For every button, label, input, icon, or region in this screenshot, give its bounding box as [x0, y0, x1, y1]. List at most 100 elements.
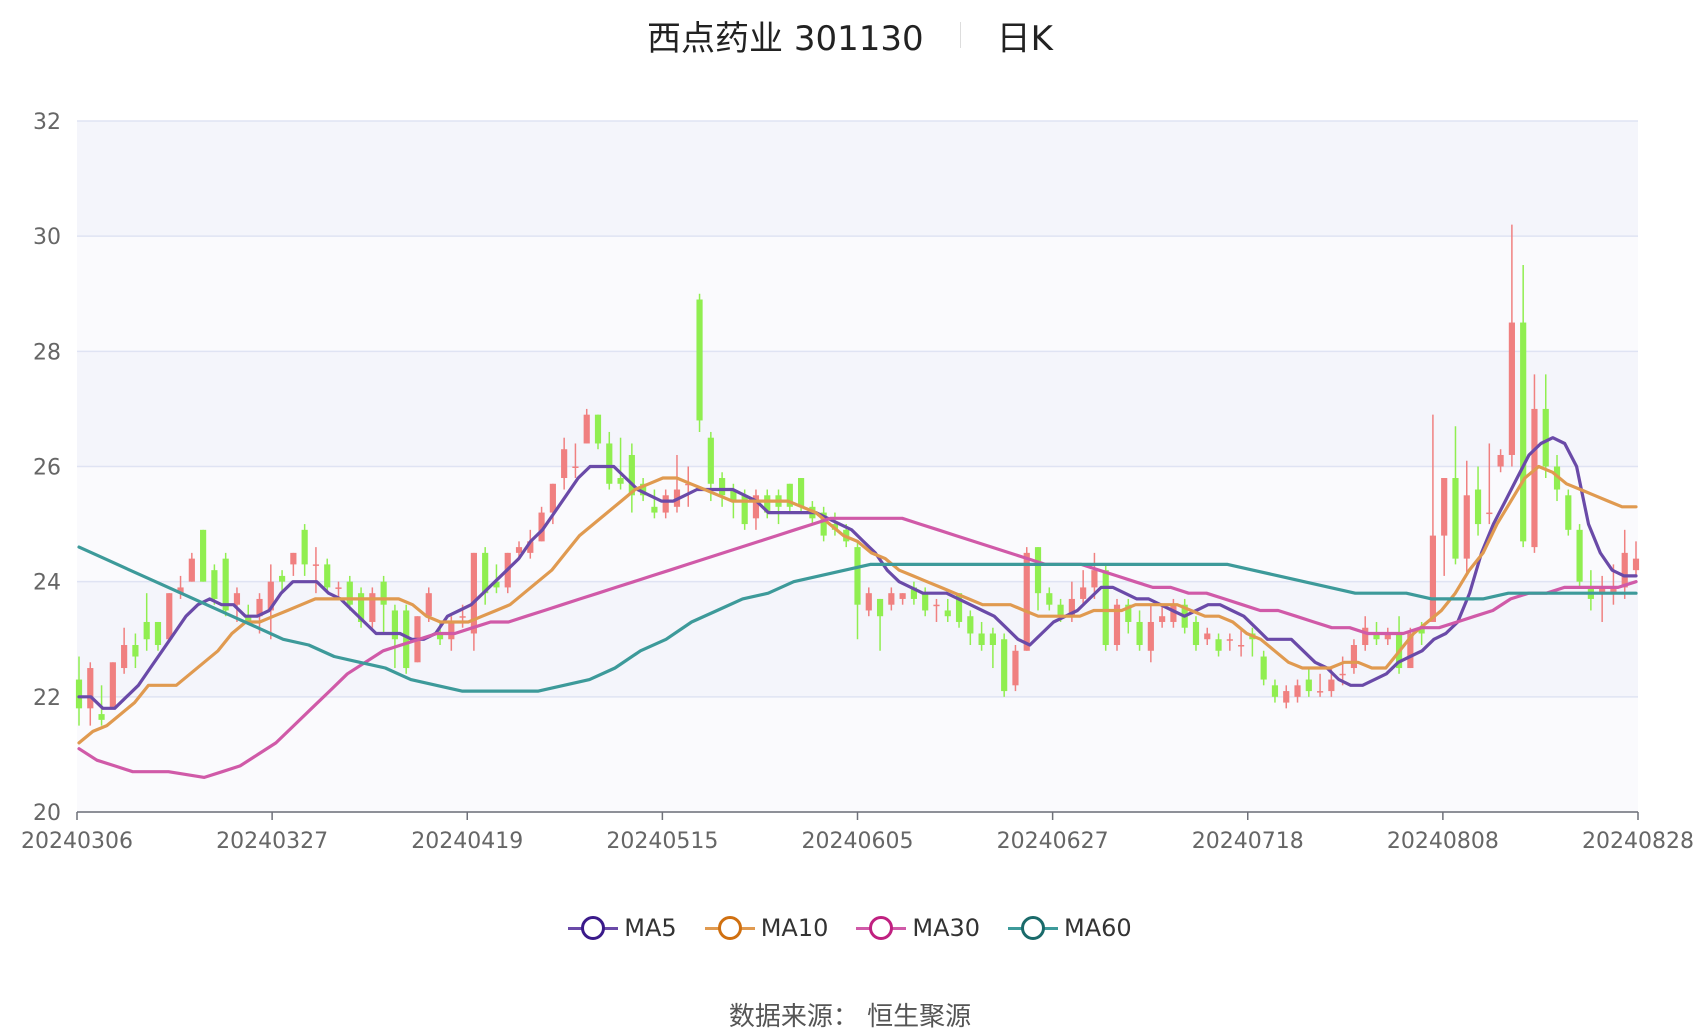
candle-body: [1012, 650, 1019, 686]
legend-swatch-ma5: [568, 916, 619, 940]
x-tick-label: 20240828: [1582, 829, 1694, 854]
y-tick-label: 22: [33, 686, 61, 711]
x-tick-label: 20240327: [216, 829, 328, 854]
candle-body: [989, 633, 996, 646]
candle-body: [1486, 512, 1493, 515]
candle-body: [628, 454, 635, 496]
candle-body: [290, 552, 297, 565]
candle-body: [1260, 656, 1267, 680]
x-tick-label: 20240718: [1192, 829, 1304, 854]
candle-body: [380, 581, 387, 605]
legend-item-ma60[interactable]: MA60: [1008, 914, 1132, 942]
candle-body: [425, 593, 432, 617]
candle-body: [109, 662, 116, 709]
candle-body: [278, 575, 286, 582]
candle-body: [967, 616, 974, 634]
plot-band: [77, 236, 1638, 352]
candle-body: [1328, 679, 1335, 692]
candle-body: [132, 645, 139, 657]
candle-body: [470, 552, 477, 634]
candle-body: [436, 633, 444, 640]
y-tick-label: 32: [33, 110, 61, 135]
candle-body: [1384, 633, 1391, 640]
legend-swatch-ma60: [1008, 916, 1059, 940]
candle-body: [222, 558, 229, 611]
candle-body: [617, 478, 624, 484]
chart-title: 西点药业 301130 日K: [0, 10, 1700, 60]
candle-body: [256, 598, 263, 617]
candle-body: [876, 598, 884, 617]
candle-body: [459, 616, 466, 618]
legend-item-ma5[interactable]: MA5: [568, 914, 677, 942]
stock-name-code: 西点药业 301130: [647, 18, 924, 59]
candle-body: [1542, 408, 1549, 467]
legend-swatch-ma30: [856, 916, 907, 940]
candle-body: [1621, 552, 1628, 588]
candle-body: [797, 478, 805, 507]
legend-swatch-ma10: [704, 916, 755, 940]
candle-body: [1046, 593, 1053, 605]
candle-body: [1429, 535, 1437, 622]
title-separator: [959, 22, 961, 48]
candle-body: [1034, 547, 1042, 594]
candle-body: [1463, 495, 1470, 559]
y-tick-label: 30: [33, 225, 61, 250]
candle-body: [1204, 633, 1211, 640]
y-tick-label: 24: [33, 571, 61, 596]
candle-body: [854, 547, 861, 605]
candle-body: [233, 593, 241, 605]
series-line-ma10: [77, 464, 1638, 745]
candle-body: [391, 610, 399, 640]
candle-body: [820, 512, 827, 536]
candle-body: [662, 495, 669, 513]
candle-body: [1576, 529, 1583, 582]
candle-body: [1080, 587, 1087, 599]
candle-body: [1373, 633, 1380, 640]
x-tick-label: 20240605: [802, 829, 914, 854]
candle-body: [1068, 598, 1075, 617]
candle-body: [493, 581, 500, 588]
candle-body: [549, 483, 556, 513]
candle-body: [944, 610, 951, 617]
candle-body: [561, 449, 568, 479]
candle-body: [572, 466, 579, 468]
candle-body: [177, 587, 184, 594]
candle-body: [346, 581, 353, 605]
candle-body: [1057, 604, 1064, 617]
candle-body: [640, 483, 647, 496]
y-tick-label: 20: [33, 801, 61, 826]
candle-body: [1441, 478, 1448, 536]
candle-body: [121, 645, 128, 669]
candle-body: [301, 529, 308, 565]
candle-body: [312, 564, 320, 566]
series-line-ma30: [77, 516, 1638, 779]
candle-body: [200, 529, 207, 582]
candle-body: [978, 633, 985, 646]
candle-body: [764, 495, 771, 513]
candle-body: [685, 483, 692, 486]
candle-body: [527, 541, 534, 553]
candle-body: [267, 581, 274, 611]
candle-body: [1531, 408, 1538, 548]
candle-body: [1192, 621, 1200, 646]
candle-body: [188, 558, 195, 582]
candle-body: [888, 593, 895, 605]
candle-body: [786, 483, 793, 507]
candle-body: [1565, 495, 1572, 530]
candle-body: [1520, 322, 1527, 542]
series-line-ma60: [77, 545, 1638, 693]
candle-body: [1339, 673, 1346, 676]
candle-body: [1632, 558, 1640, 571]
candle-body: [143, 621, 150, 640]
period-label: 日K: [996, 18, 1053, 59]
candle-body: [166, 593, 173, 640]
legend-item-ma10[interactable]: MA10: [704, 914, 828, 942]
candle-body: [1316, 691, 1324, 693]
candle-body: [651, 506, 658, 513]
candle-body: [865, 593, 872, 611]
legend-item-ma30[interactable]: MA30: [856, 914, 980, 942]
candle-body: [87, 668, 94, 709]
candle-body: [369, 593, 376, 622]
candle-body: [1474, 489, 1482, 525]
candle-body: [482, 552, 489, 594]
